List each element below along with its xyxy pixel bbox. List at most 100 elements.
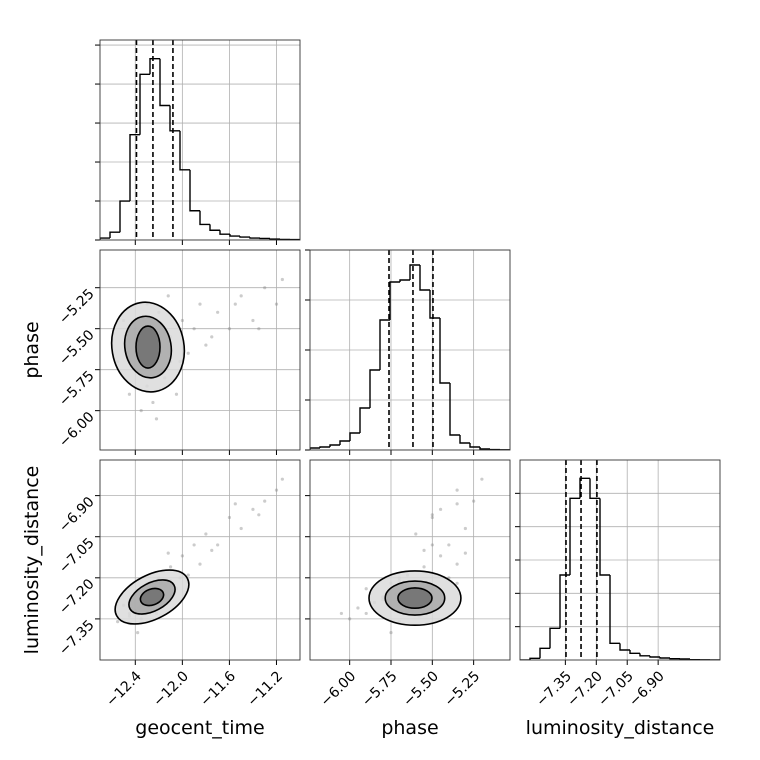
hist-bin [629,650,640,655]
x-tick-label: −6.90 [626,668,668,710]
sample-point [447,543,451,547]
hist-bin [469,443,480,448]
x-axis-label: luminosity_distance [526,717,715,739]
hist-bin [429,290,440,319]
hist-bin [489,448,500,450]
sample-point [204,532,208,536]
hist-bin [579,477,590,499]
plot-area [520,460,720,660]
hist-bin [119,200,130,233]
hist-bin [459,435,470,444]
x-tick-label: −11.2 [244,668,286,710]
hist-bin [109,231,120,239]
y-tick-label: −5.75 [56,368,98,410]
y-tick-label: −7.35 [56,617,98,659]
panel-frame [99,459,301,661]
hist-bin [199,210,210,226]
hist-bin [609,575,620,645]
hist-bin [639,653,650,657]
hist-bin [619,643,630,651]
sample-point [251,507,255,511]
hist-bin [189,169,200,212]
sample-point [227,515,232,520]
hist-bin [149,58,160,75]
y-tick-label: −6.90 [56,494,98,536]
hist-bin [389,281,400,320]
hist-bin [569,497,580,575]
hist-bin [549,627,560,649]
contour [139,587,165,607]
hist-bin [659,657,670,659]
hist-bin [209,224,220,231]
sample-point [339,611,344,616]
panel-frame [309,249,511,451]
sample-point [263,499,267,503]
sample-point [239,526,243,531]
hist-bin [399,279,410,282]
hist-bin [479,447,490,450]
sample-point [239,294,243,298]
hist-bin [539,647,550,659]
sample-point [210,548,214,553]
hist-bin [249,237,260,239]
hist-bin [159,58,170,107]
hist-bin [409,264,420,280]
sample-point [422,548,426,553]
hist-bin [229,234,240,237]
sample-point [257,513,261,517]
x-tick-label: −12.0 [150,668,192,710]
hist-bin [179,130,190,171]
sample-point [430,515,434,520]
sample-point [198,562,202,566]
hist-bin [239,236,250,238]
sample-point [389,631,393,635]
hist-bin [100,237,110,240]
sample-point [204,343,208,347]
y-axis-label: phase [21,321,43,378]
x-tick-label: −5.50 [400,668,442,710]
sample-point [414,532,418,536]
hist-bin [139,73,150,135]
sample-point [263,286,267,290]
hist-bin [649,655,660,658]
hist-bin [419,265,430,291]
hist-bin [599,498,610,576]
sample-point [216,543,220,547]
sample-point [251,318,255,323]
sample-point [192,543,196,547]
panel-frame [99,249,301,451]
y-tick-label: −7.20 [56,576,98,618]
sample-point [274,302,279,306]
y-tick-label: −6.00 [56,409,98,451]
hist-bin [669,657,680,660]
sample-point [430,543,434,547]
sample-point [455,562,459,566]
sample-point [438,554,443,558]
sample-point [463,526,467,531]
sample-point [233,502,237,506]
plot-area [100,460,300,660]
sample-point [364,587,368,591]
y-tick-label: −7.05 [56,535,98,577]
sample-point [227,327,232,331]
plot-area [100,250,300,450]
sample-point [480,477,484,481]
x-axis-label: geocent_time [135,717,264,739]
sample-point [136,631,140,635]
sample-point [455,488,459,492]
hist-bin [349,432,360,441]
panel: −12.4 −12.0 −11.6 −11.2 −7.35−7.20−7.05−6.90… [21,459,301,739]
sample-point [233,302,237,306]
panel-frame [99,39,301,241]
hist-bin [369,369,380,408]
sample-point [210,335,214,339]
sample-point [198,302,202,306]
hist-bin [379,319,390,370]
x-tick-label: −5.75 [359,668,401,710]
hist-bin [319,446,330,448]
sample-point [438,507,443,511]
contour [397,587,433,610]
sample-point [186,351,190,355]
sample-point [455,502,459,506]
